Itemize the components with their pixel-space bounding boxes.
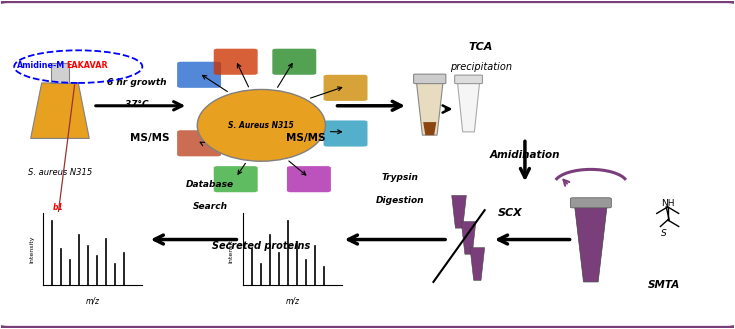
Text: Amidine-M: Amidine-M <box>17 61 65 69</box>
Text: 37°C: 37°C <box>125 100 148 109</box>
Text: S. Aureus N315: S. Aureus N315 <box>229 121 294 130</box>
Text: Database: Database <box>186 180 234 189</box>
Text: TCA: TCA <box>469 42 493 52</box>
Text: Search: Search <box>193 202 228 212</box>
Text: S: S <box>662 229 667 238</box>
FancyBboxPatch shape <box>272 49 316 75</box>
Text: S. aureus N315: S. aureus N315 <box>28 168 92 177</box>
Polygon shape <box>51 63 69 83</box>
Text: Secreted proteins: Secreted proteins <box>212 241 310 251</box>
Text: EAKAVAR: EAKAVAR <box>66 61 107 69</box>
FancyBboxPatch shape <box>570 198 612 208</box>
Polygon shape <box>452 195 466 228</box>
Text: MS/MS: MS/MS <box>130 133 170 143</box>
Polygon shape <box>31 83 89 139</box>
FancyBboxPatch shape <box>323 120 368 146</box>
FancyBboxPatch shape <box>177 130 221 156</box>
Polygon shape <box>423 122 437 135</box>
FancyBboxPatch shape <box>323 75 368 101</box>
Text: Trypsin: Trypsin <box>382 173 419 182</box>
Text: 6 hr growth: 6 hr growth <box>107 78 167 88</box>
Polygon shape <box>417 83 443 135</box>
Polygon shape <box>462 222 476 254</box>
Polygon shape <box>575 207 607 282</box>
FancyBboxPatch shape <box>177 62 221 88</box>
Text: m/z: m/z <box>285 297 299 306</box>
FancyBboxPatch shape <box>214 49 258 75</box>
FancyBboxPatch shape <box>287 166 331 192</box>
Ellipse shape <box>197 89 326 161</box>
Text: Intensity: Intensity <box>29 236 34 263</box>
Text: m/z: m/z <box>85 297 99 306</box>
Text: Intensity: Intensity <box>229 236 234 263</box>
FancyBboxPatch shape <box>455 75 482 84</box>
Text: Digestion: Digestion <box>376 196 425 205</box>
Text: precipitation: precipitation <box>450 62 512 72</box>
FancyBboxPatch shape <box>414 74 446 84</box>
Text: SCX: SCX <box>498 209 523 218</box>
Text: SMTA: SMTA <box>648 280 680 290</box>
Text: MS/MS: MS/MS <box>285 133 325 143</box>
FancyBboxPatch shape <box>214 166 258 192</box>
Polygon shape <box>470 248 484 280</box>
Polygon shape <box>458 83 479 132</box>
Text: Amidination: Amidination <box>490 150 560 160</box>
Text: b1: b1 <box>53 203 64 212</box>
Text: NH: NH <box>661 199 675 208</box>
